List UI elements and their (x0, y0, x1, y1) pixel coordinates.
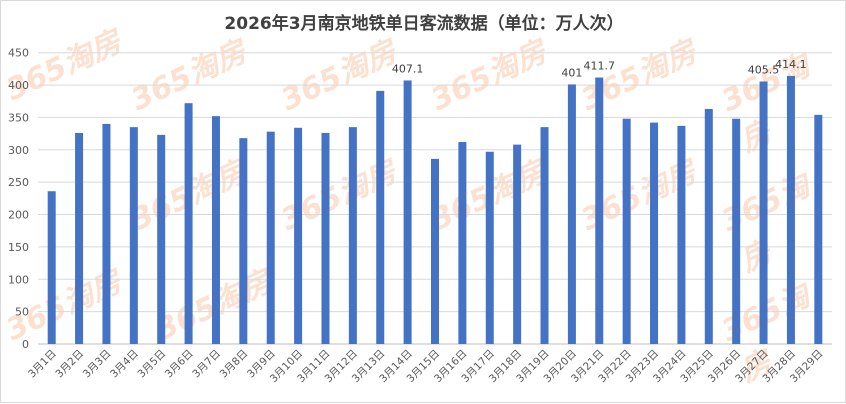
bar (732, 118, 741, 344)
x-tick-label: 3月6日 (163, 348, 196, 381)
data-label: 407.1 (392, 62, 424, 75)
y-tick-label: 200 (8, 209, 29, 222)
y-tick-label: 250 (8, 176, 29, 189)
x-tick-label: 3月1日 (26, 348, 59, 381)
y-tick-label: 350 (8, 111, 29, 124)
bar (129, 127, 138, 344)
bar (376, 90, 385, 344)
x-tick-label: 3月7日 (190, 348, 223, 381)
y-tick-label: 150 (8, 241, 29, 254)
bar (102, 123, 111, 344)
y-tick-label: 0 (22, 338, 29, 351)
bar (321, 132, 330, 344)
y-tick-label: 50 (15, 306, 29, 319)
y-tick-label: 100 (8, 273, 29, 286)
bar (513, 144, 522, 344)
bar (403, 80, 412, 345)
bar (47, 191, 56, 344)
bar (704, 109, 713, 344)
y-tick-label: 450 (8, 47, 29, 60)
data-label: 414.1 (775, 58, 807, 71)
bar (458, 142, 467, 344)
bar (759, 81, 768, 344)
bar (540, 127, 549, 344)
bar (184, 103, 193, 344)
data-label: 401 (561, 66, 582, 79)
bar (157, 134, 166, 344)
y-tick-label: 300 (8, 144, 29, 157)
chart-title: 2026年3月南京地铁单日客流数据（单位：万人次） (224, 14, 624, 34)
bar (567, 84, 576, 344)
bar (485, 151, 494, 344)
bar (650, 122, 659, 344)
bar (786, 75, 795, 344)
x-tick-label: 3月3日 (81, 348, 114, 381)
bar (211, 116, 220, 344)
bar (622, 118, 631, 344)
x-tick-label: 3月2日 (53, 348, 86, 381)
data-label: 405.5 (748, 64, 780, 77)
x-tick-label: 3月5日 (136, 348, 169, 381)
bar (294, 127, 303, 344)
bar (814, 114, 823, 345)
x-tick-label: 3月8日 (218, 348, 251, 381)
bar (431, 158, 439, 344)
bar (595, 77, 604, 345)
bar (75, 132, 84, 344)
bar (239, 138, 248, 344)
data-label: 411.7 (584, 59, 616, 72)
bar (348, 127, 357, 344)
bar (266, 131, 275, 344)
x-tick-label: 3月4日 (108, 348, 141, 381)
y-tick-label: 400 (8, 79, 29, 92)
bar (677, 125, 686, 344)
